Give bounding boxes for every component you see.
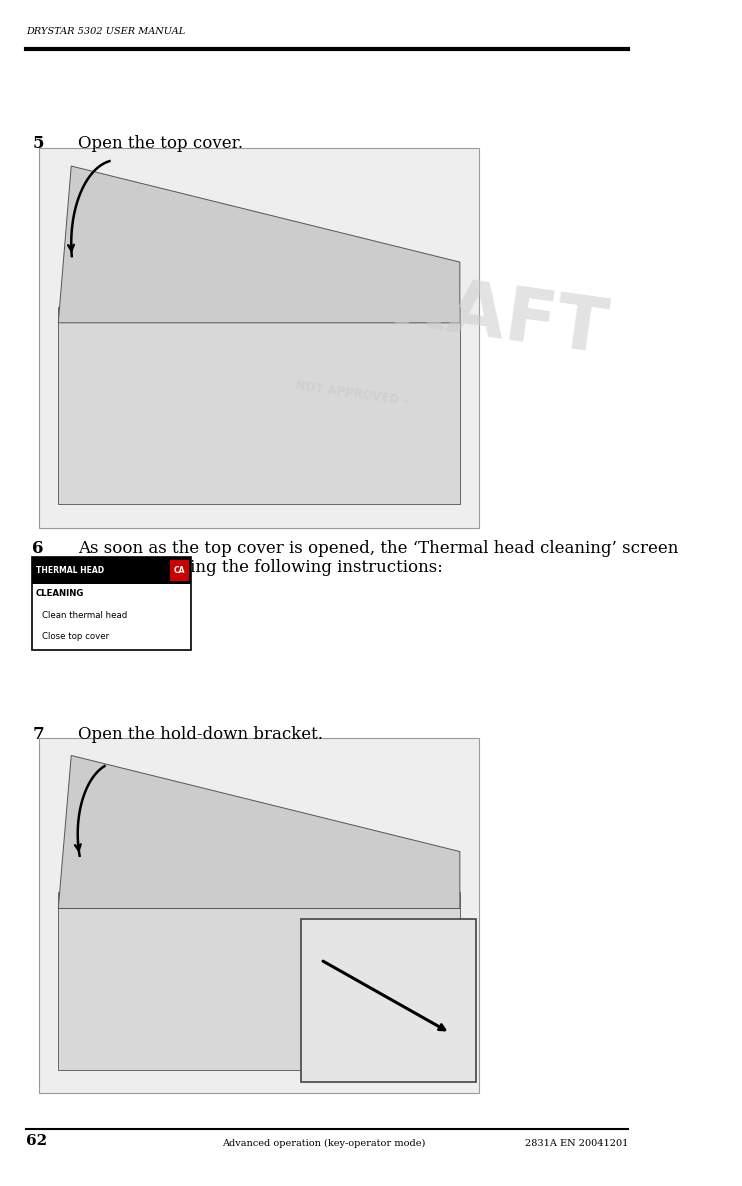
Text: NOT APPROVED -: NOT APPROVED - — [295, 380, 409, 408]
Text: CLEANING: CLEANING — [36, 589, 84, 599]
Text: DRYSTAR 5302 USER MANUAL: DRYSTAR 5302 USER MANUAL — [26, 27, 186, 37]
Bar — [170, 560, 189, 581]
Bar — [33, 557, 191, 584]
Text: 7: 7 — [33, 726, 44, 742]
Bar — [59, 307, 460, 504]
Text: 5: 5 — [33, 135, 44, 152]
Text: Open the top cover.: Open the top cover. — [78, 135, 243, 152]
Bar — [59, 892, 460, 1070]
Text: 6: 6 — [33, 540, 44, 556]
Text: 2831A EN 20041201: 2831A EN 20041201 — [525, 1139, 628, 1148]
Text: Open the hold-down bracket.: Open the hold-down bracket. — [78, 726, 323, 742]
Text: 62: 62 — [26, 1134, 47, 1148]
Polygon shape — [59, 166, 460, 323]
Text: Clean thermal head: Clean thermal head — [42, 611, 128, 620]
Text: Close top cover: Close top cover — [42, 632, 109, 642]
Bar — [39, 148, 479, 528]
Text: As soon as the top cover is opened, the ‘Thermal head cleaning’ screen
continues: As soon as the top cover is opened, the … — [78, 540, 678, 576]
Text: THERMAL HEAD: THERMAL HEAD — [36, 566, 104, 575]
Bar — [301, 919, 476, 1082]
Text: DRAFT: DRAFT — [324, 259, 611, 370]
Bar — [33, 557, 191, 650]
Polygon shape — [59, 755, 460, 908]
Bar — [39, 738, 479, 1093]
Text: CA: CA — [174, 566, 186, 575]
Text: Advanced operation (key-operator mode): Advanced operation (key-operator mode) — [222, 1139, 425, 1148]
